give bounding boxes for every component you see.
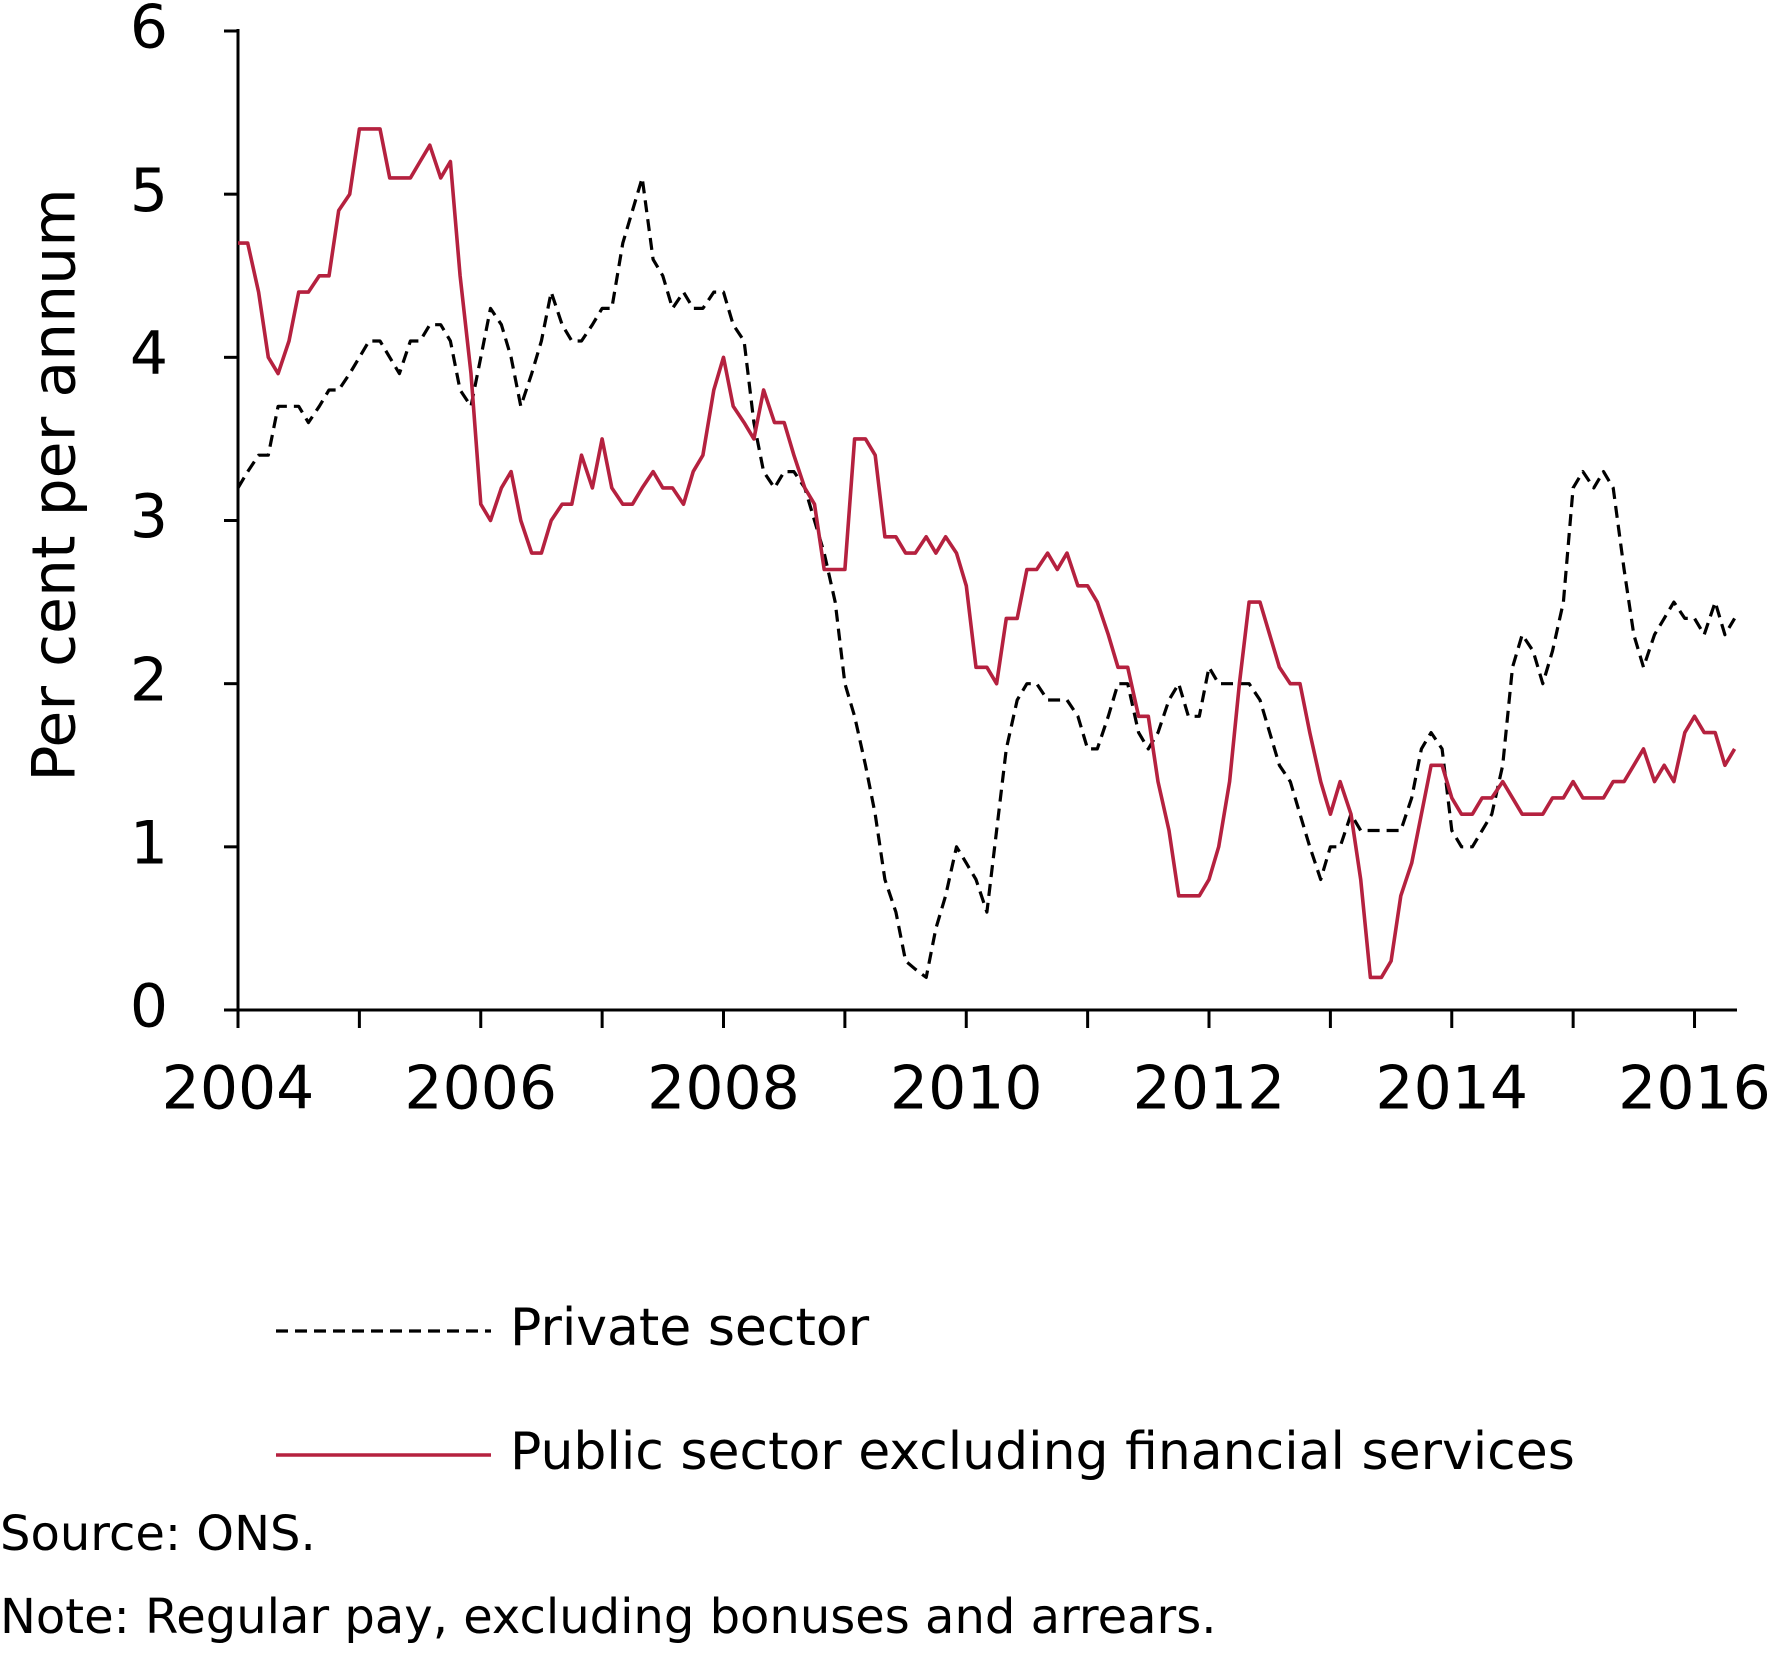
y-axis-title: Per cent per annum bbox=[20, 188, 90, 781]
series-line bbox=[238, 127, 1737, 980]
x-tick-label: 2012 bbox=[1133, 1054, 1286, 1124]
legend-label: Private sector bbox=[510, 1298, 870, 1358]
y-tick-label: 0 bbox=[130, 972, 168, 1042]
y-tick-label: 2 bbox=[130, 645, 168, 715]
y-tick-label: 5 bbox=[130, 156, 168, 226]
y-tick-label: 3 bbox=[130, 482, 168, 552]
y-tick-label: 4 bbox=[130, 319, 168, 389]
x-tick-label: 2006 bbox=[404, 1054, 557, 1124]
series-line bbox=[236, 176, 1736, 980]
x-tick-label: 2010 bbox=[890, 1054, 1043, 1124]
y-tick-label: 6 bbox=[130, 0, 168, 63]
source: Source: ONS. bbox=[0, 1506, 316, 1562]
y-tick-label: 1 bbox=[130, 808, 168, 878]
note: Note: Regular pay, excluding bonuses and… bbox=[0, 1589, 1217, 1645]
x-tick-label: 2014 bbox=[1375, 1054, 1528, 1124]
x-tick-label: 2004 bbox=[162, 1054, 315, 1124]
legend-label: Public sector excluding financial servic… bbox=[510, 1422, 1575, 1482]
x-tick-label: 2016 bbox=[1618, 1054, 1769, 1124]
x-tick-label: 2008 bbox=[647, 1054, 800, 1124]
